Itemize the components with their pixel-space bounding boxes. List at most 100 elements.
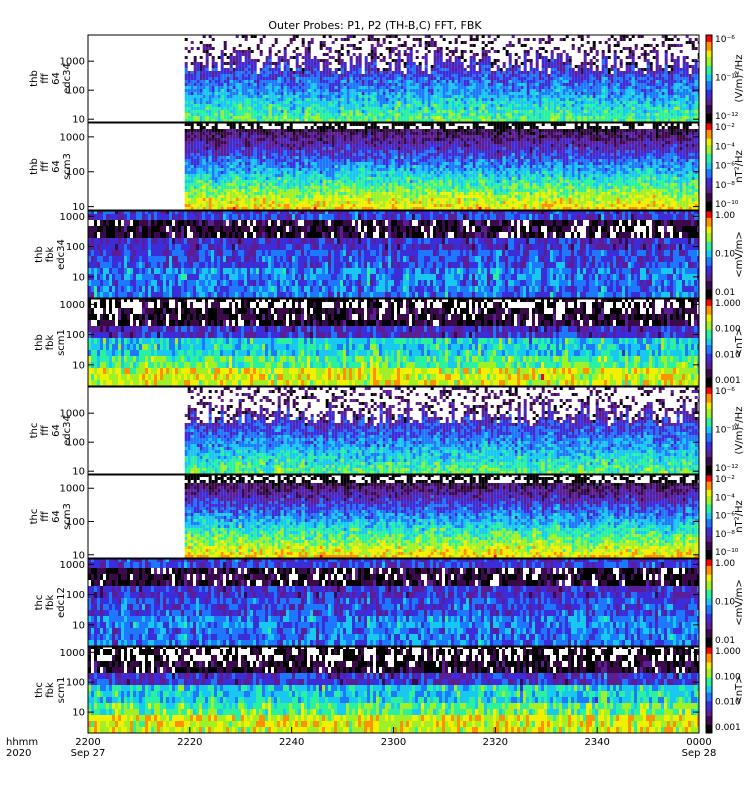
spectrogram-cell [269, 86, 272, 89]
spectrogram-cell [563, 65, 566, 68]
spectrogram-cell [389, 101, 392, 104]
spectrogram-cell [482, 101, 485, 104]
spectrogram-cell [560, 92, 563, 95]
spectrogram-cell [596, 53, 599, 56]
spectrogram-cell [263, 74, 266, 77]
spectrogram-cell [269, 68, 272, 71]
spectrogram-cell [506, 74, 509, 77]
spectrogram-cell [530, 47, 533, 50]
spectrogram-cell [596, 107, 599, 110]
spectrogram-cell [593, 89, 596, 92]
spectrogram-cell [569, 62, 572, 65]
spectrogram-cell [488, 74, 491, 77]
spectrogram-cell [515, 65, 518, 68]
spectrogram-cell [185, 189, 188, 192]
spectrogram-cell [527, 92, 530, 95]
spectrogram-cell [650, 80, 653, 83]
spectrogram-cell [587, 77, 590, 80]
spectrogram-cell [284, 177, 287, 180]
spectrogram-cell [530, 95, 533, 98]
spectrogram-cell [455, 107, 458, 110]
spectrogram-cell [194, 159, 197, 162]
spectrogram-cell [464, 83, 467, 86]
spectrogram-cell [323, 104, 326, 107]
spectrogram-cell [194, 183, 197, 186]
spectrogram-cell [689, 86, 692, 89]
spectrogram-cell [629, 53, 632, 56]
spectrogram-cell [671, 77, 674, 80]
spectrogram-cell [269, 62, 272, 65]
spectrogram-cell [200, 132, 203, 135]
spectrogram-cell [467, 92, 470, 95]
spectrogram-cell [290, 150, 293, 153]
spectrogram-cell [287, 98, 290, 101]
spectrogram-cell [533, 86, 536, 89]
spectrogram-cell [602, 104, 605, 107]
spectrogram-cell [242, 153, 245, 156]
spectrogram-cell [512, 104, 515, 107]
spectrogram-cell [197, 89, 200, 92]
spectrogram-cell [398, 65, 401, 68]
spectrogram-cell [236, 74, 239, 77]
spectrogram-cell [287, 147, 290, 150]
spectrogram-cell [287, 150, 290, 153]
spectrogram-cell [536, 95, 539, 98]
spectrogram-cell [185, 177, 188, 180]
spectrogram-cell [536, 104, 539, 107]
spectrogram-cell [584, 71, 587, 74]
spectrogram-cell [248, 113, 251, 116]
spectrogram-cell [266, 138, 269, 141]
spectrogram-cell [449, 59, 452, 62]
spectrogram-cell [683, 89, 686, 92]
spectrogram-cell [440, 59, 443, 62]
spectrogram-cell [578, 77, 581, 80]
spectrogram-cell [455, 80, 458, 83]
spectrogram-cell [221, 98, 224, 101]
spectrogram-cell [185, 101, 188, 104]
spectrogram-cell [239, 83, 242, 86]
spectrogram-cell [452, 98, 455, 101]
spectrogram-cell [245, 113, 248, 116]
spectrogram-cell [191, 192, 194, 195]
spectrogram-cell [464, 98, 467, 101]
spectrogram-cell [437, 107, 440, 110]
spectrogram-cell [386, 95, 389, 98]
spectrogram-cell [230, 98, 233, 101]
spectrogram-cell [413, 89, 416, 92]
spectrogram-cell [512, 92, 515, 95]
spectrogram-cell [377, 71, 380, 74]
spectrogram-cell [242, 132, 245, 135]
spectrogram-cell [251, 159, 254, 162]
spectrogram-cell [203, 65, 206, 68]
spectrogram-cell [590, 101, 593, 104]
spectrogram-cell [326, 53, 329, 56]
spectrogram-cell [221, 174, 224, 177]
spectrogram-cell [275, 86, 278, 89]
spectrogram-cell [650, 83, 653, 86]
spectrogram-cell [695, 68, 698, 71]
spectrogram-cell [197, 201, 200, 204]
spectrogram-cell [221, 189, 224, 192]
spectrogram-cell [278, 116, 281, 119]
spectrogram-cell [206, 156, 209, 159]
spectrogram-cell [446, 80, 449, 83]
spectrogram-cell [185, 47, 188, 50]
spectrogram-cell [221, 156, 224, 159]
spectrogram-cell [434, 74, 437, 77]
spectrogram-cell [686, 89, 689, 92]
spectrogram-cell [269, 198, 272, 201]
spectrogram-cell [236, 186, 239, 189]
spectrogram-cell [266, 198, 269, 201]
spectrogram-cell [551, 116, 554, 119]
spectrogram-cell [197, 165, 200, 168]
spectrogram-cell [569, 116, 572, 119]
spectrogram-cell [590, 47, 593, 50]
spectrogram-cell [200, 174, 203, 177]
spectrogram-cell [221, 56, 224, 59]
spectrogram-cell [338, 110, 341, 113]
spectrogram-cell [503, 80, 506, 83]
spectrogram-cell [632, 68, 635, 71]
spectrogram-cell [497, 83, 500, 86]
spectrogram-cell [563, 101, 566, 104]
spectrogram-cell [470, 104, 473, 107]
